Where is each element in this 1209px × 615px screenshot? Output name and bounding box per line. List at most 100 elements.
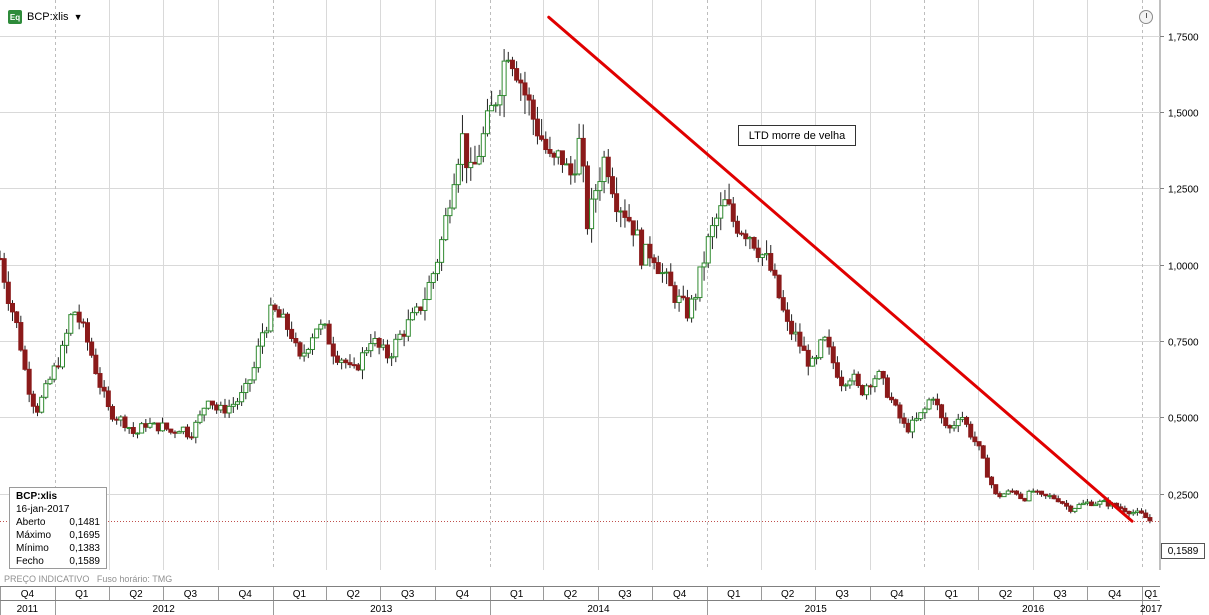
candle-body [1080,502,1086,506]
candle-body [572,173,578,176]
candle-body [634,229,640,236]
candle-body [522,82,528,96]
candle-body [622,210,628,218]
candle-body [355,364,361,371]
candle-body [872,378,878,388]
info-label: Mínimo [16,543,49,554]
info-value: 0,1383 [69,543,100,554]
candle-body [501,60,507,97]
x-tick-label-quarter: Q3 [618,589,632,600]
candle-body [614,193,620,213]
info-row-close: Fecho 0,1589 [16,555,100,568]
candle-body [334,355,340,363]
candle-body [222,404,228,414]
candle-body [926,399,932,410]
candle-body [247,379,253,384]
candle-body [859,385,865,396]
candle-body [889,396,895,401]
candle-body [434,261,440,275]
candle-body [668,271,674,287]
candle-body [9,302,15,313]
candle-body [343,359,349,364]
x-tick-label-quarter: Q1 [1144,589,1158,600]
candle-body [743,233,749,240]
candle-body [234,401,240,405]
candle-body [984,457,990,478]
candle-body [1009,490,1015,493]
candle-body [726,199,732,205]
candle-body [318,323,324,330]
candle-body [176,431,182,434]
candle-body [593,190,599,200]
candle-body [393,338,399,358]
candle-body [855,373,861,387]
candle-body [601,156,607,183]
candle-body [1139,510,1145,514]
candle-body [759,254,765,258]
candle-body [484,110,490,135]
candle-body [618,210,624,213]
symbol-header[interactable]: Eq BCP:xlis ▼ [8,8,82,26]
candle-body [814,357,820,360]
candle-body [539,135,545,140]
candle-body [751,236,757,249]
candle-body [893,399,899,406]
candle-body [630,220,636,236]
candle-body [976,441,982,447]
candle-body [905,422,911,433]
candle-body [943,417,949,427]
symbol-label[interactable]: BCP:xlis [27,11,69,23]
chevron-down-icon[interactable]: ▼ [73,12,83,22]
candle-body [1143,512,1149,519]
candle-body [443,215,449,241]
candle-body [709,225,715,238]
candle-body [1064,502,1070,507]
candle-body [118,416,124,421]
candle-body [834,362,840,378]
x-tick-label-year: 2017 [1140,604,1163,615]
clock-icon[interactable] [1139,10,1153,24]
candle-body [655,262,661,275]
candle-body [72,311,78,316]
info-label: Fecho [16,556,44,567]
candle-body [839,376,845,387]
candle-body [280,313,286,318]
info-row-low: Mínimo 0,1383 [16,542,100,555]
candle-body [426,281,432,300]
trendline-annotation[interactable]: LTD morre de velha [738,125,856,146]
candle-body [1130,511,1136,515]
candle-body [376,337,382,348]
candle-body [964,416,970,425]
y-tick-label: 1,2500 [1168,185,1199,196]
candle-body [559,150,565,166]
indicative-price-note: PREÇO INDICATIVO Fuso horário: TMG [4,574,173,584]
candle-body [193,421,199,438]
candle-body [847,380,853,386]
candle-body [1084,501,1090,504]
candle-body [851,373,857,382]
candle-body [1068,505,1074,512]
info-row-open: Aberto 0,1481 [16,516,100,529]
candle-body [472,161,478,165]
candle-body [1101,500,1107,503]
candle-body [489,104,495,112]
info-label: Aberto [16,517,46,528]
x-tick-label-quarter: Q2 [564,589,578,600]
candle-body [1005,490,1011,495]
candle-body [1072,507,1078,512]
candle-body [626,216,632,222]
candle-body [747,236,753,240]
candle-body [301,352,307,357]
candle-body [34,405,40,413]
candle-body [784,309,790,322]
x-tick-label-quarter: Q2 [781,589,795,600]
candle-body [168,428,174,433]
candle-body [914,418,920,421]
candle-body [555,150,561,158]
candle-body [722,199,728,207]
candle-body [493,104,499,107]
x-tick-label-year: 2015 [805,604,828,615]
x-tick-label-quarter: Q4 [239,589,253,600]
candle-body [368,343,374,352]
